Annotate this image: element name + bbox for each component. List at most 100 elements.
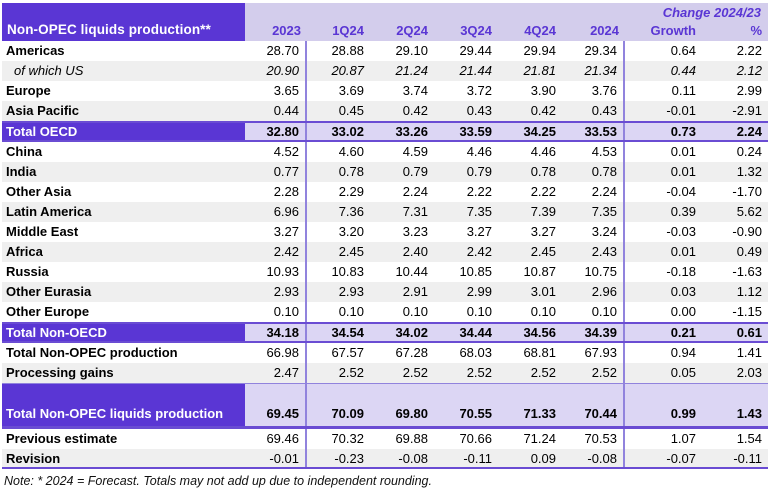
cell-2q24: -0.08 (398, 451, 428, 466)
cell--: 5.62 (736, 204, 762, 219)
cell-growth: 1.07 (670, 431, 696, 446)
cell-growth: 0.01 (670, 244, 696, 259)
cell--: -1.70 (732, 184, 762, 199)
table-row-russia: Russia 10.93 10.83 10.44 10.85 10.87 10.75 -0.1… (2, 262, 768, 282)
cell-2q24: 4.59 (402, 144, 428, 159)
cell-2024: 10.75 (562, 262, 625, 282)
cell-2q24: 3.74 (402, 83, 428, 98)
cell-2023: 0.10 (245, 302, 307, 322)
cell-2023: 0.44 (245, 101, 307, 121)
cell-growth: 0.39 (670, 204, 696, 219)
cell-1q24: 2.52 (338, 365, 364, 380)
cell-1q24: 7.36 (338, 204, 364, 219)
cell-2023: 3.65 (245, 81, 307, 101)
cell-2023: 10.93 (245, 262, 307, 282)
cell-2023: 69.45 (245, 384, 307, 426)
cell--: 0.61 (736, 325, 762, 340)
cell-3q24: 34.44 (459, 325, 492, 340)
cell--: -1.15 (732, 304, 762, 319)
cell-3q24: 3.72 (466, 83, 492, 98)
cell-growth: -0.07 (666, 451, 696, 466)
column-header-1q24: 1Q24 (332, 23, 364, 38)
cell--: 1.54 (736, 431, 762, 446)
cell-2024: 70.44 (562, 384, 625, 426)
production-table: Non-OPEC liquids production** Change 202… (2, 3, 768, 469)
footnote: Note: * 2024 = Forecast. Totals may not … (4, 474, 432, 488)
table-row-middle-east: Middle East 3.27 3.20 3.23 3.27 3.27 3.24 -0.03… (2, 222, 768, 242)
cell-growth: 0.01 (670, 144, 696, 159)
cell-3q24: -0.11 (463, 451, 492, 466)
cell-1q24: 2.29 (338, 184, 364, 199)
cell--: 1.41 (736, 345, 762, 360)
cell--: -2.91 (732, 103, 762, 118)
cell-3q24: 2.52 (466, 365, 492, 380)
table-row-india: India 0.77 0.78 0.79 0.79 0.78 0.78 0.01 1.32 (2, 162, 768, 182)
cell-growth: 0.44 (670, 63, 696, 78)
cell-2023: 66.98 (245, 343, 307, 363)
cell--: -0.90 (732, 224, 762, 239)
column-header-4q24: 4Q24 (524, 23, 556, 38)
cell-growth: -0.01 (666, 103, 696, 118)
cell-4q24: 71.24 (523, 431, 556, 446)
row-label: India (6, 164, 37, 179)
cell-growth: 0.99 (670, 406, 696, 421)
cell--: 1.43 (736, 406, 762, 421)
row-label: Revision (6, 451, 61, 466)
cell-2024: -0.08 (562, 449, 625, 467)
cell-2q24: 21.24 (395, 63, 428, 78)
row-label: Americas (6, 43, 65, 58)
cell-4q24: 0.78 (530, 164, 556, 179)
cell-4q24: 34.25 (523, 124, 556, 139)
column-header-2024: 2024 (590, 23, 619, 38)
cell--: 2.22 (736, 43, 762, 58)
row-label: Other Asia (6, 184, 72, 199)
cell-3q24: 3.27 (466, 224, 492, 239)
table-row-previous-estimate: Previous estimate 69.46 70.32 69.88 70.66 71.… (2, 429, 768, 449)
row-label: Africa (6, 244, 43, 259)
cell-1q24: 0.78 (338, 164, 364, 179)
cell--: 0.49 (736, 244, 762, 259)
table-row-europe: Europe 3.65 3.69 3.74 3.72 3.90 3.76 0.11 2.99 (2, 81, 768, 101)
cell-4q24: 3.27 (530, 224, 556, 239)
table-header-band: Non-OPEC liquids production** Change 202… (2, 3, 768, 41)
table-row-africa: Africa 2.42 2.45 2.40 2.42 2.45 2.43 0.01 0.49 (2, 242, 768, 262)
cell-3q24: 21.44 (459, 63, 492, 78)
cell-2q24: 34.02 (395, 325, 428, 340)
cell-2024: 2.52 (562, 363, 625, 383)
cell-2023: 6.96 (245, 202, 307, 222)
cell-4q24: 21.81 (523, 63, 556, 78)
cell-4q24: 68.81 (523, 345, 556, 360)
cell-3q24: 0.79 (466, 164, 492, 179)
row-label: Russia (6, 264, 49, 279)
cell-2q24: 2.24 (402, 184, 428, 199)
cell-growth: 0.05 (670, 365, 696, 380)
cell-3q24: 7.35 (466, 204, 492, 219)
cell-2023: 2.42 (245, 242, 307, 262)
cell-2024: 7.35 (562, 202, 625, 222)
cell-4q24: 4.46 (530, 144, 556, 159)
cell-2023: 69.46 (245, 429, 307, 449)
cell-2023: 3.27 (245, 222, 307, 242)
cell-2q24: 10.44 (395, 264, 428, 279)
cell-growth: 0.73 (670, 124, 696, 139)
cell-growth: 0.21 (670, 325, 696, 340)
table-row-latin-america: Latin America 6.96 7.36 7.31 7.35 7.39 7.35 0.3… (2, 202, 768, 222)
cell-2023: 34.18 (245, 324, 307, 341)
cell--: 2.03 (736, 365, 762, 380)
row-label: Total OECD (2, 123, 245, 140)
cell-2q24: 69.80 (395, 406, 428, 421)
cell-growth: 0.64 (670, 43, 696, 58)
cell-2q24: 7.31 (402, 204, 428, 219)
cell-3q24: 2.22 (466, 184, 492, 199)
table-row-total-non-oecd: Total Non-OECD 34.18 34.54 34.02 34.44 34.56 3… (2, 322, 768, 343)
cell-growth: 0.11 (671, 83, 696, 98)
cell-2q24: 2.40 (402, 244, 428, 259)
cell-4q24: 2.22 (530, 184, 556, 199)
row-label: Latin America (6, 204, 92, 219)
cell-1q24: 2.93 (338, 284, 364, 299)
table-row-other-eurasia: Other Eurasia 2.93 2.93 2.91 2.99 3.01 2.96 0.0… (2, 282, 768, 302)
row-label: Europe (6, 83, 51, 98)
cell-growth: -0.03 (666, 224, 696, 239)
cell--: 2.99 (736, 83, 762, 98)
